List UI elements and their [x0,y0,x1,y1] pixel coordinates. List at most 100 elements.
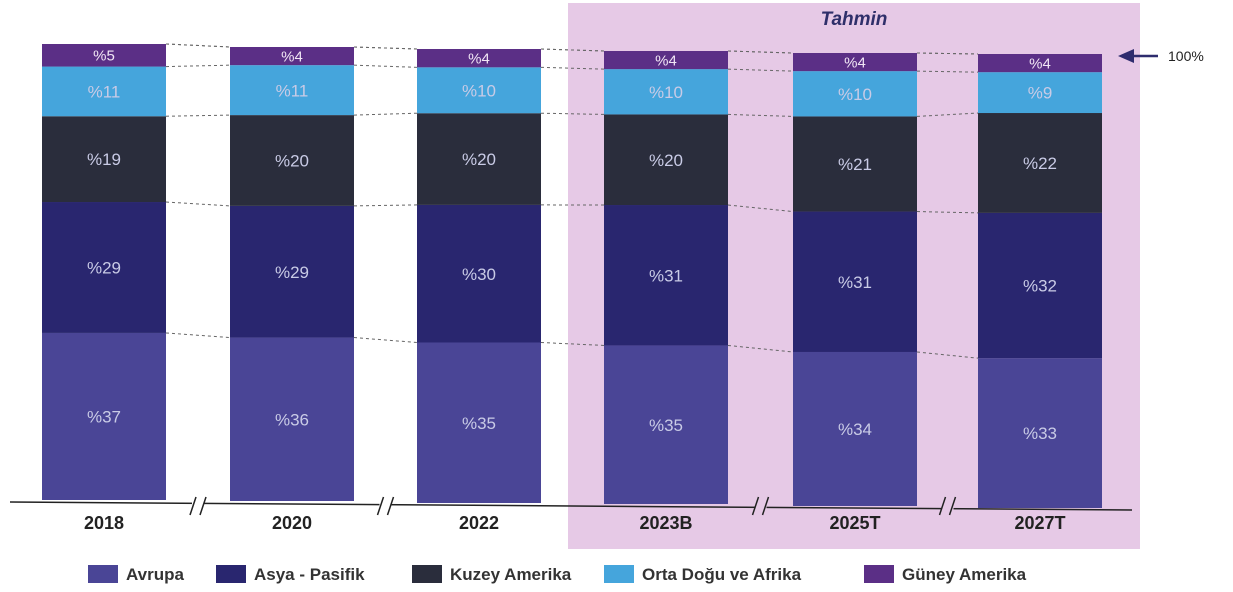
bar-segment-2025T-2 [793,116,917,212]
legend-swatch-4 [864,565,894,583]
legend-label-0: Avrupa [126,565,184,584]
axis-break-gap [754,496,767,516]
data-label-2027T-3: %9 [1028,84,1053,103]
connector-line [916,211,979,214]
data-label-2018-2: %19 [87,150,121,169]
connector-line [540,48,605,52]
connector-line [727,344,794,353]
data-label-2020-2: %20 [275,152,309,171]
connector-line [353,46,418,50]
data-label-2018-1: %29 [87,259,121,278]
tick-label-2027T: 2027T [1014,513,1065,533]
bar-segment-2023B-0 [604,345,728,504]
data-label-2022-3: %10 [462,81,496,100]
connector-line [916,351,979,359]
bar-segment-2020-0 [230,337,354,501]
tick-label-2023B: 2023B [639,513,692,533]
connector-line [165,201,231,207]
axis-break-mark [386,496,395,516]
connector-line [353,64,418,68]
connector-line [165,64,231,68]
data-label-2018-3: %11 [88,83,121,102]
tick-label-2022: 2022 [459,513,499,533]
total-arrow-head [1118,49,1134,63]
bar-segment-2018-0 [42,332,166,500]
data-label-2027T-0: %33 [1023,424,1057,443]
bar-segment-2020-3 [230,65,354,116]
data-label-2022-4: %4 [468,51,490,68]
connector-line [727,204,794,213]
connector-line [916,70,979,73]
connector-line [916,52,979,55]
axis-break-mark [948,496,957,516]
axis-break-gap [941,496,954,516]
bar-segment-2018-4 [42,44,166,67]
bar-segment-2027T-3 [978,72,1102,114]
data-label-2025T-1: %31 [838,273,872,292]
data-label-2020-0: %36 [275,410,309,429]
tick-label-2018: 2018 [84,513,124,533]
data-label-2027T-1: %32 [1023,277,1057,296]
legend-swatch-3 [604,565,634,583]
data-label-2022-1: %30 [462,265,496,284]
data-label-2025T-2: %21 [838,155,872,174]
forecast-label: Tahmin [821,9,888,30]
legend-swatch-2 [412,565,442,583]
bar-segment-2027T-1 [978,212,1102,359]
bar-segment-2025T-0 [793,351,917,506]
connector-line [353,204,418,207]
bar-segment-2025T-4 [793,53,917,72]
data-label-2025T-3: %10 [838,85,872,104]
bar-segment-2023B-1 [604,205,728,346]
data-label-2023B-2: %20 [649,151,683,170]
connector-line [727,50,794,54]
data-label-2020-3: %11 [276,81,309,100]
bar-segment-2020-2 [230,115,354,206]
connector-line [353,337,418,343]
data-label-2018-4: %5 [93,48,115,65]
bar-segment-2027T-4 [978,54,1102,73]
data-label-2025T-4: %4 [844,54,866,71]
axis-break-mark [199,496,207,516]
legend-label-3: Orta Doğu ve Afrika [642,565,802,584]
connector-line [916,112,979,117]
connector-line [727,68,794,72]
connector-line [165,332,231,339]
data-label-2020-1: %29 [275,263,309,282]
bar-segment-2022-3 [417,67,541,114]
data-label-2025T-0: %34 [838,420,872,439]
legend-label-1: Asya - Pasifik [254,565,365,584]
connector-line [165,43,231,48]
connector-line [540,66,605,70]
bar-segment-2018-1 [42,202,166,333]
bar-segment-2023B-2 [604,114,728,206]
bar-segment-2025T-3 [793,71,917,117]
tick-label-2020: 2020 [272,513,312,533]
legend-label-2: Kuzey Amerika [450,565,572,584]
bar-segment-2020-4 [230,47,354,66]
connector-line [165,114,231,117]
legend-label-4: Güney Amerika [902,565,1027,584]
data-label-2027T-2: %22 [1023,154,1057,173]
bar-segment-2027T-2 [978,113,1102,213]
axis-break-mark [189,496,197,516]
legend-swatch-0 [88,565,118,583]
bar-segment-2020-1 [230,205,354,338]
connector-line [540,341,605,346]
axis-break-mark [938,496,947,516]
data-label-2018-0: %37 [87,408,121,427]
data-label-2023B-1: %31 [649,266,683,285]
bar-segment-2018-3 [42,66,166,117]
bar-segment-2018-2 [42,116,166,203]
legend-swatch-1 [216,565,246,583]
data-label-2023B-4: %4 [655,52,677,69]
axis-break-mark [751,496,760,516]
bar-segment-2027T-0 [978,358,1102,508]
bar-segment-2022-0 [417,342,541,503]
connector-line [353,112,418,116]
axis-break-gap [379,496,392,516]
data-label-2020-4: %4 [281,48,303,65]
total-marker-label: 100% [1168,48,1204,64]
